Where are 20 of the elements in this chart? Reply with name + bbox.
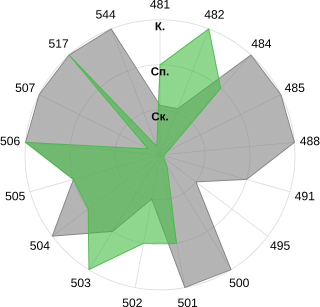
spoke-label: 482 — [204, 10, 224, 19]
spoke-label: 504 — [30, 241, 50, 250]
spoke-label: 507 — [16, 83, 35, 92]
y-tick-label: Сп. — [151, 67, 168, 76]
spoke-label: 485 — [284, 83, 304, 92]
spoke-label: 502 — [122, 298, 142, 307]
spoke-label: 495 — [270, 241, 290, 250]
spoke-label: 544 — [96, 10, 116, 19]
spoke-label: 488 — [300, 136, 320, 146]
spoke-label: 503 — [71, 278, 90, 288]
spoke-label: 484 — [252, 39, 272, 48]
spoke-label: 501 — [178, 298, 198, 307]
spoke-label: 506 — [0, 136, 20, 146]
spoke-label: 500 — [230, 278, 249, 288]
y-tick-label: Ск. — [152, 112, 168, 120]
spoke-label: 505 — [6, 192, 25, 200]
spoke-label: 481 — [150, 0, 170, 9]
y-tick-label: К. — [156, 22, 164, 30]
spoke-label: 491 — [294, 192, 314, 200]
spoke-label: 517 — [48, 39, 68, 48]
